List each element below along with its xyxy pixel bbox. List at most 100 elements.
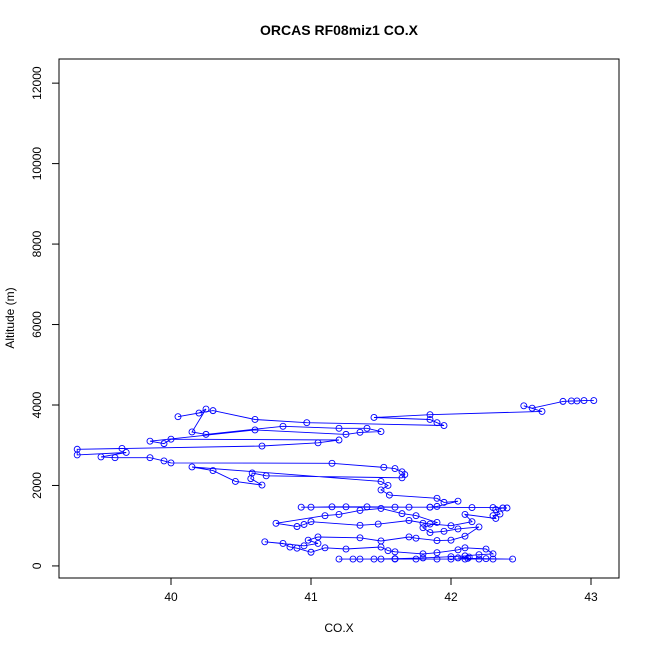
- data-point: [412, 512, 420, 520]
- data-point: [440, 422, 448, 429]
- data-point: [461, 532, 469, 540]
- data-point: [433, 419, 441, 427]
- data-point: [188, 428, 196, 436]
- data-point: [509, 555, 517, 563]
- data-point: [335, 555, 343, 563]
- data-point: [258, 481, 266, 489]
- data-point: [412, 534, 420, 542]
- data-point: [356, 428, 364, 436]
- data-point: [489, 555, 497, 563]
- data-point: [461, 555, 469, 563]
- data-point: [405, 517, 413, 524]
- data-point: [440, 498, 448, 506]
- data-point: [377, 543, 385, 551]
- data-point: [475, 523, 483, 531]
- data-point: [195, 409, 203, 417]
- data-point: [146, 437, 154, 445]
- data-point: [303, 419, 311, 427]
- data-point: [465, 553, 473, 561]
- data-point: [73, 451, 81, 459]
- data-point: [328, 503, 336, 511]
- data-point: [377, 477, 385, 485]
- data-point: [433, 555, 441, 563]
- data-point: [342, 503, 350, 511]
- data-point: [370, 414, 378, 421]
- data-point: [258, 442, 266, 450]
- data-point: [261, 538, 269, 546]
- data-point: [300, 542, 308, 550]
- x-tick-label: 41: [304, 590, 318, 604]
- data-point: [363, 424, 371, 432]
- data-point: [293, 544, 301, 552]
- data-point: [377, 486, 385, 494]
- data-point: [426, 503, 434, 511]
- data-point: [426, 411, 434, 419]
- data-point: [321, 512, 329, 520]
- data-point: [377, 555, 385, 563]
- data-point: [122, 449, 130, 456]
- data-point: [279, 422, 287, 430]
- data-point: [307, 548, 315, 556]
- data-point: [202, 405, 210, 413]
- data-point: [580, 397, 588, 405]
- data-point: [496, 510, 504, 518]
- data-point: [342, 545, 350, 553]
- data-point: [454, 546, 462, 554]
- data-point: [489, 550, 497, 558]
- y-tick-label: 4000: [30, 391, 44, 418]
- data-point: [307, 503, 315, 511]
- data-point: [174, 413, 182, 421]
- data-point: [385, 491, 393, 499]
- x-tick-label: 43: [584, 590, 598, 604]
- data-point: [468, 518, 476, 526]
- data-point: [377, 428, 385, 436]
- data-point: [447, 553, 455, 561]
- data-point: [419, 524, 427, 532]
- data-point: [304, 536, 312, 544]
- data-point: [167, 459, 175, 467]
- data-point: [363, 503, 371, 511]
- data-point: [262, 472, 270, 480]
- data-point: [335, 510, 343, 518]
- data-point: [475, 551, 483, 559]
- data-point: [499, 504, 507, 512]
- data-point: [251, 416, 259, 423]
- data-point: [398, 474, 406, 482]
- data-point: [384, 547, 392, 555]
- data-point: [461, 544, 469, 552]
- y-tick-label: 2000: [30, 472, 44, 499]
- data-point: [314, 439, 322, 447]
- data-point: [433, 502, 441, 510]
- data-point: [567, 397, 575, 405]
- series-line: [76, 400, 594, 560]
- data-point: [377, 504, 385, 512]
- data-point: [202, 430, 210, 438]
- data-point: [405, 503, 413, 511]
- data-point: [251, 426, 259, 434]
- data-point: [391, 465, 399, 473]
- data-point: [464, 554, 472, 562]
- data-point: [419, 519, 427, 527]
- x-tick-label: 42: [444, 590, 458, 604]
- data-point: [272, 519, 280, 527]
- data-point: [335, 424, 343, 432]
- data-point: [426, 520, 434, 528]
- data-point: [356, 534, 364, 542]
- data-point: [559, 397, 567, 405]
- data-point: [146, 454, 154, 462]
- data-point: [356, 506, 364, 514]
- data-point: [356, 521, 364, 529]
- y-tick-label: 10000: [30, 147, 44, 181]
- data-point: [433, 519, 441, 526]
- data-point: [293, 523, 301, 530]
- data-point: [503, 504, 511, 512]
- data-point: [209, 467, 217, 475]
- data-point: [380, 463, 388, 471]
- y-tick-label: 8000: [30, 230, 44, 257]
- data-point: [454, 554, 462, 562]
- data-point: [398, 510, 406, 518]
- chart-title: ORCAS RF08miz1 CO.X: [260, 22, 419, 38]
- data-point: [433, 537, 441, 545]
- data-point: [391, 555, 399, 563]
